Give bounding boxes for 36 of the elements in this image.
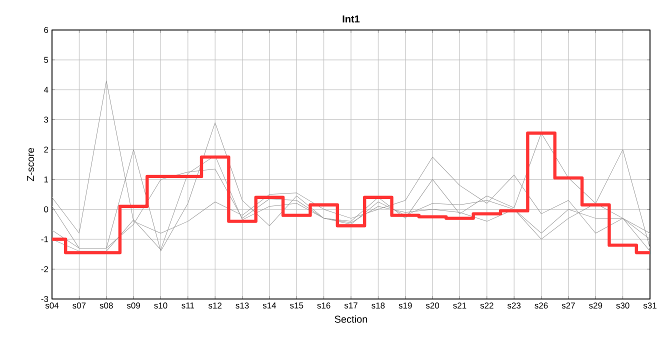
x-tick-label: s16 bbox=[317, 302, 330, 309]
x-tick-label: s29 bbox=[589, 302, 602, 309]
x-tick-label: s26 bbox=[534, 302, 548, 309]
y-tick-label: 0 bbox=[44, 206, 48, 212]
x-tick-label: s21 bbox=[453, 302, 466, 309]
x-tick-label: s10 bbox=[154, 302, 168, 309]
y-tick-label: 4 bbox=[44, 86, 48, 93]
y-tick-label: -1 bbox=[41, 236, 48, 242]
x-tick-label: s27 bbox=[562, 302, 575, 309]
x-tick-label: s07 bbox=[72, 302, 86, 309]
x-tick-label: s12 bbox=[208, 302, 222, 309]
y-tick-label: 6 bbox=[44, 27, 48, 34]
chart-title: Int1 bbox=[342, 16, 360, 22]
x-tick-label: s18 bbox=[372, 302, 385, 309]
x-tick-label: s13 bbox=[236, 302, 249, 309]
y-tick-label: -2 bbox=[41, 266, 48, 272]
x-tick-label: s31 bbox=[643, 302, 656, 309]
x-tick-label: s22 bbox=[480, 302, 494, 309]
y-tick-label: 3 bbox=[44, 116, 48, 123]
x-tick-label: s11 bbox=[182, 302, 194, 308]
x-tick-label: s09 bbox=[126, 302, 140, 309]
x-tick-label: s08 bbox=[100, 302, 113, 309]
y-axis-title: Z-score bbox=[27, 148, 34, 182]
y-tick-label: 1 bbox=[44, 176, 48, 182]
x-tick-label: s23 bbox=[507, 302, 521, 309]
x-tick-label: s15 bbox=[290, 302, 304, 308]
y-tick-label: 2 bbox=[44, 146, 48, 153]
x-tick-label: s17 bbox=[344, 302, 358, 308]
x-tick-label: s30 bbox=[616, 302, 630, 309]
x-tick-label: s04 bbox=[45, 302, 59, 309]
x-tick-label: s14 bbox=[262, 302, 276, 308]
x-tick-label: s19 bbox=[398, 302, 412, 309]
x-tick-label: s20 bbox=[426, 302, 440, 309]
x-axis-title: Section bbox=[334, 315, 368, 323]
y-tick-label: 5 bbox=[44, 56, 48, 63]
y-tick-label: -3 bbox=[41, 296, 48, 302]
